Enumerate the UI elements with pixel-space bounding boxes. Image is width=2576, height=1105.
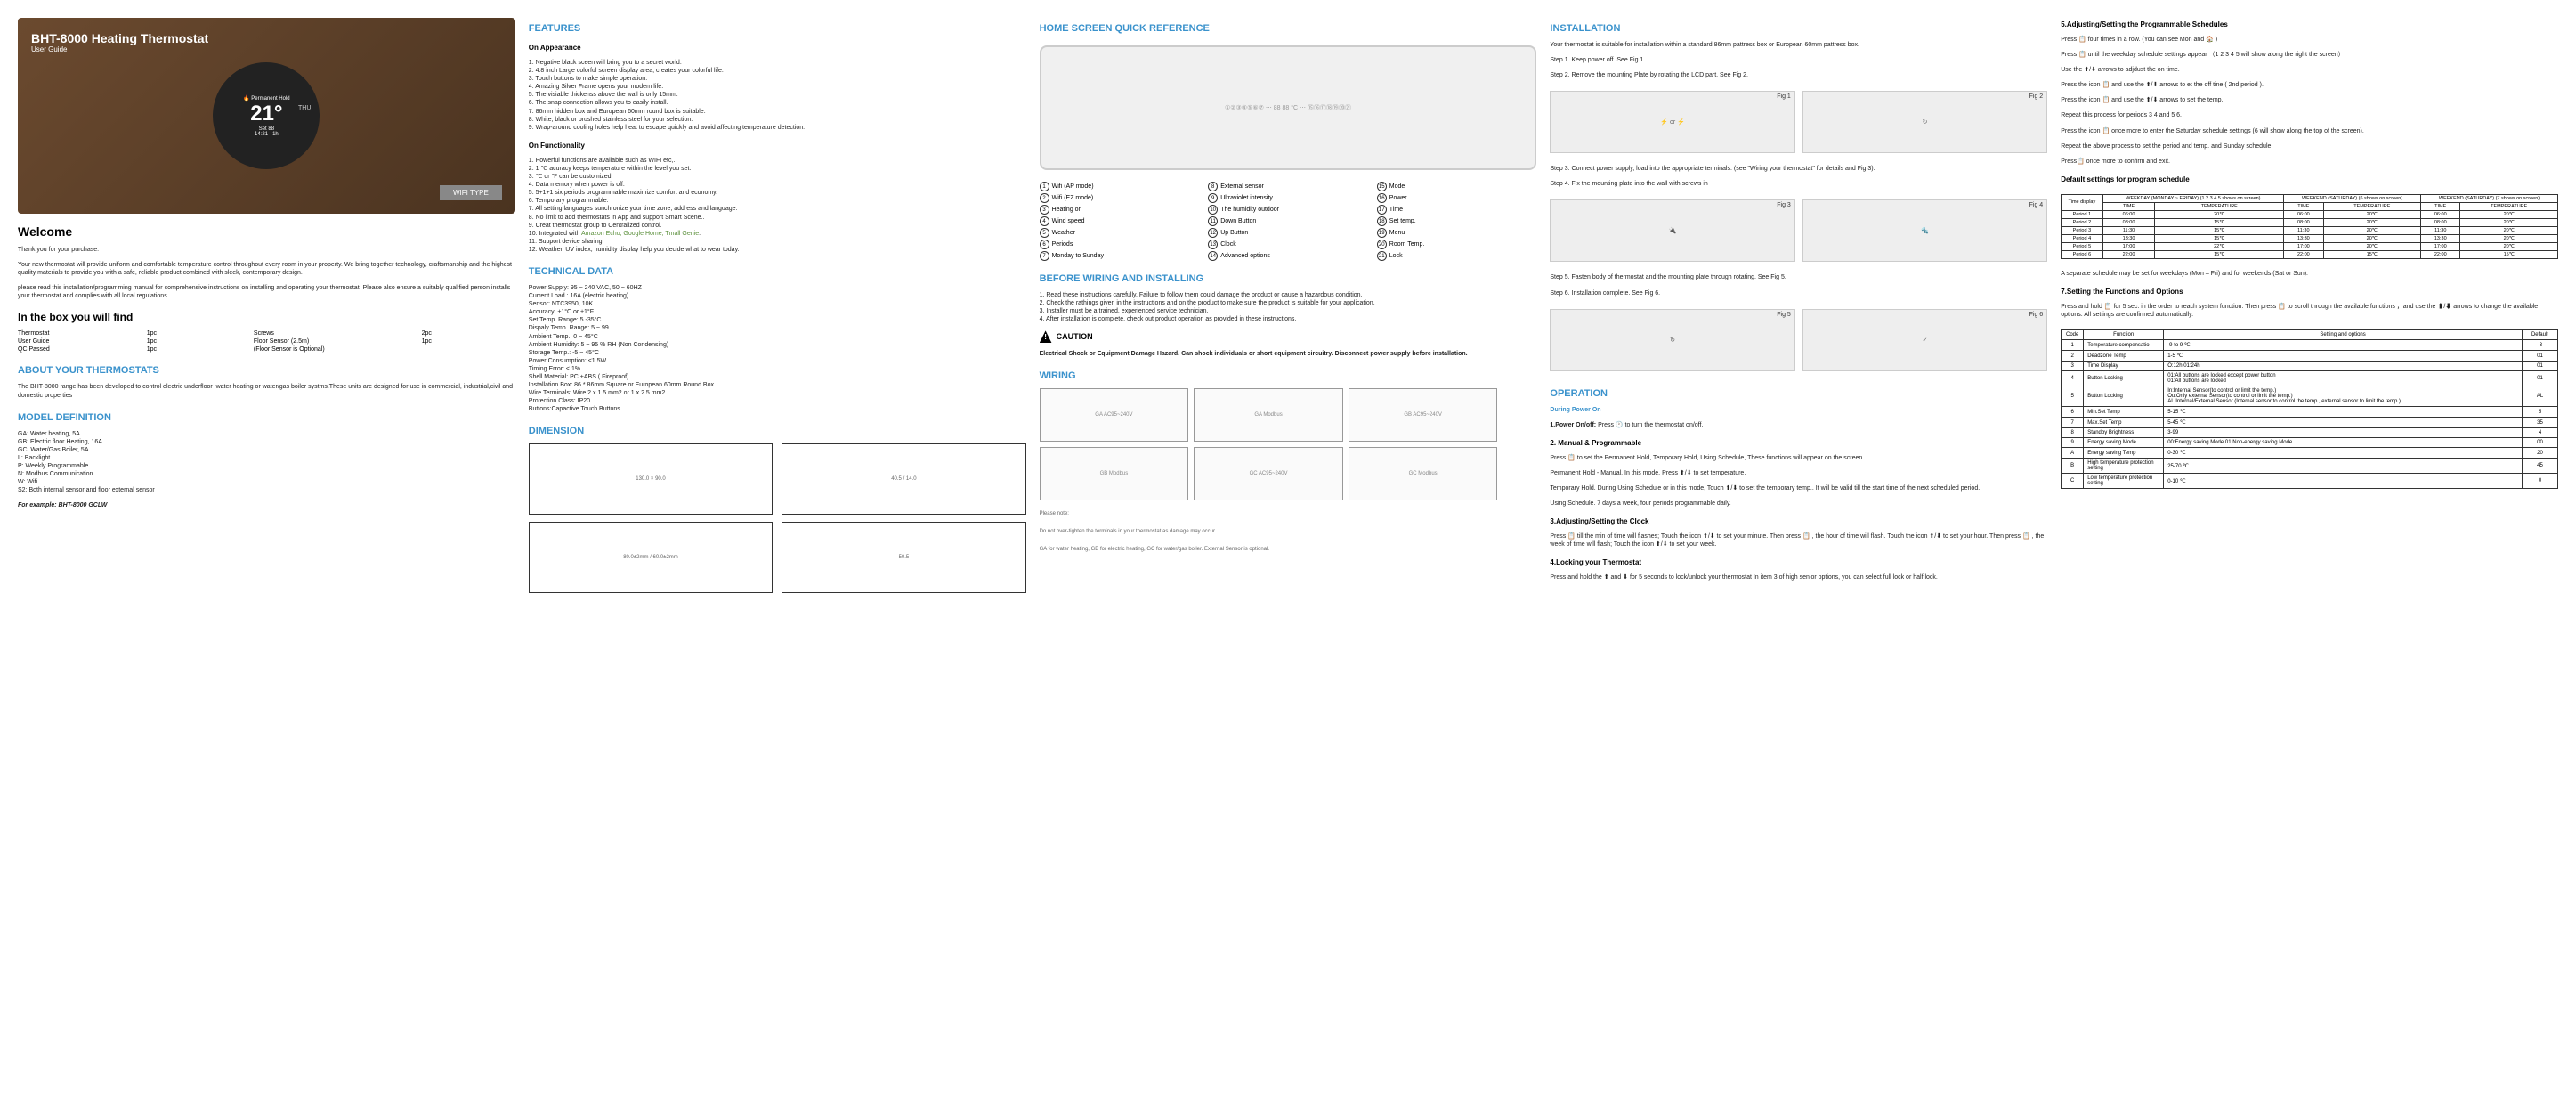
install-s6: Step 6. Installation complete. See Fig 6… [1550,289,2047,297]
tech-heading: TECHNICAL DATA [529,266,1026,277]
features-func-heading: On Functionality [529,142,1026,150]
about-p: The BHT-8000 range has been developed to… [18,383,515,399]
column-3: HOME SCREEN QUICK REFERENCE ①②③④⑤⑥⑦ ⋯ 88… [1040,18,1537,593]
features-appearance-list: 1. Negative black sceen will bring you t… [529,59,1026,132]
fig-2: Fig 2↻ [1802,91,2047,153]
install-s3: Step 3. Connect power supply, load into … [1550,165,2047,173]
caution-text: Electrical Shock or Equipment Damage Haz… [1040,350,1537,358]
install-s1: Step 1. Keep power off. See Fig 1. [1550,56,2047,64]
home-heading: HOME SCREEN QUICK REFERENCE [1040,23,1537,34]
inbox-heading: In the box you will find [18,311,515,323]
welcome-p3: please read this installation/programmin… [18,284,515,300]
install-s2: Step 2. Remove the mounting Plate by rot… [1550,71,2047,79]
home-screen-diagram: ①②③④⑤⑥⑦ ⋯ 88 88 °C ⋯ ⑮⑯⑰⑱⑲⑳㉑ [1040,45,1537,170]
features-func-list: 1. Powerful functions are available such… [529,157,1026,254]
features-appearance-heading: On Appearance [529,44,1026,52]
home-legend: 1Wifi (AP mode)8External sensor15Mode2Wi… [1040,182,1537,261]
welcome-p2: Your new thermostat will provide uniform… [18,261,515,277]
model-example: For example: BHT-8000 GCLW [18,501,515,509]
welcome-heading: Welcome [18,224,515,239]
install-s5: Step 5. Fasten body of thermostat and th… [1550,273,2047,281]
fig-6: Fig 6✓ [1802,309,2047,371]
install-heading: INSTALLATION [1550,23,2047,34]
hero-box: BHT-8000 Heating Thermostat User Guide 🔥… [18,18,515,214]
funcopt-heading: 7.Setting the Functions and Options [2061,288,2558,296]
install-intro: Your thermostat is suitable for installa… [1550,41,2047,49]
fig-5: Fig 5↻ [1550,309,1794,371]
fig-3: Fig 3🔌 [1550,199,1794,262]
dimension-diagrams: 130.0 × 90.0 40.5 / 14.0 [529,443,1026,515]
hero-title: BHT-8000 Heating Thermostat [31,31,502,45]
wiring-note3: GA for water heating, GB for electric he… [1040,547,1537,554]
wiring-gc: GC AC95~240V [1194,447,1343,500]
fig-1: Fig 1⚡ or ⚡ [1550,91,1794,153]
dimension-mount: 50.5 [782,522,1025,593]
op-lock-heading: 4.Locking your Thermostat [1550,558,2047,566]
column-5: 5.Adjusting/Setting the Programmable Sch… [2061,18,2558,593]
model-list: GA: Water heating, 5AGB: Electric floor … [18,430,515,495]
dimension-side: 40.5 / 14.0 [782,443,1025,515]
wifi-tag: WIFI TYPE [440,185,502,200]
wiring-heading: WIRING [1040,370,1537,381]
before-list: 1. Read these instructions carefully. Fa… [1040,291,1537,323]
wiring-ga: GA AC95~240V [1040,388,1189,442]
fig-4: Fig 4🔩 [1802,199,2047,262]
thermostat-image: 🔥 Permanent Hold 21° Set 88 14:21 1h THU [213,62,320,169]
before-heading: BEFORE WIRING AND INSTALLING [1040,273,1537,284]
op-clock-heading: 3.Adjusting/Setting the Clock [1550,517,2047,525]
op-manual-heading: 2. Manual & Programmable [1550,439,2047,447]
wiring-diagrams: GA AC95~240V GA Modbus GB AC95~240V GB M… [1040,388,1537,500]
tech-list: Power Supply: 95 ~ 240 VAC, 50 ~ 60HZCur… [529,284,1026,414]
dimension-back: 80.0±2mm / 60.0±2mm [529,522,773,593]
dimension-heading: DIMENSION [529,426,1026,436]
adj-heading: 5.Adjusting/Setting the Programmable Sch… [2061,20,2558,28]
features-heading: FEATURES [529,23,1026,34]
wiring-ga-modbus: GA Modbus [1194,388,1343,442]
column-2: FEATURES On Appearance 1. Negative black… [529,18,1026,593]
wiring-gb-modbus: GB Modbus [1040,447,1189,500]
wiring-note2: Do not over-tighten the terminals in you… [1040,529,1537,536]
operation-heading: OPERATION [1550,388,2047,399]
options-table: CodeFunctionSetting and optionsDefault1T… [2061,329,2558,489]
column-4: INSTALLATION Your thermostat is suitable… [1550,18,2047,593]
operation-sub: During Power On [1550,406,2047,414]
hero-sub: User Guide [31,45,502,53]
model-heading: MODEL DEFINITION [18,412,515,423]
about-heading: ABOUT YOUR THERMOSTATS [18,365,515,376]
welcome-p1: Thank you for your purchase. [18,246,515,254]
wiring-gc-modbus: GC Modbus [1349,447,1498,500]
wiring-gb: GB AC95~240V [1349,388,1498,442]
dimension-front: 130.0 × 90.0 [529,443,773,515]
thermostat-display: 🔥 Permanent Hold 21° Set 88 14:21 1h [243,95,290,137]
inbox-table: Thermostat1pcScrews2pcUser Guide1pcFloor… [18,330,515,353]
schedule-table: Time displayWEEKDAY (MONDAY ~ FRIDAY) (1… [2061,194,2558,259]
default-heading: Default settings for program schedule [2061,175,2558,183]
wiring-note1: Please note: [1040,511,1537,518]
warning-icon: ! [1040,330,1052,343]
column-1: BHT-8000 Heating Thermostat User Guide 🔥… [18,18,515,593]
install-s4: Step 4. Fix the mounting plate into the … [1550,180,2047,188]
schedule-note: A separate schedule may be set for weekd… [2061,270,2558,278]
caution-row: !CAUTION [1040,330,1537,343]
